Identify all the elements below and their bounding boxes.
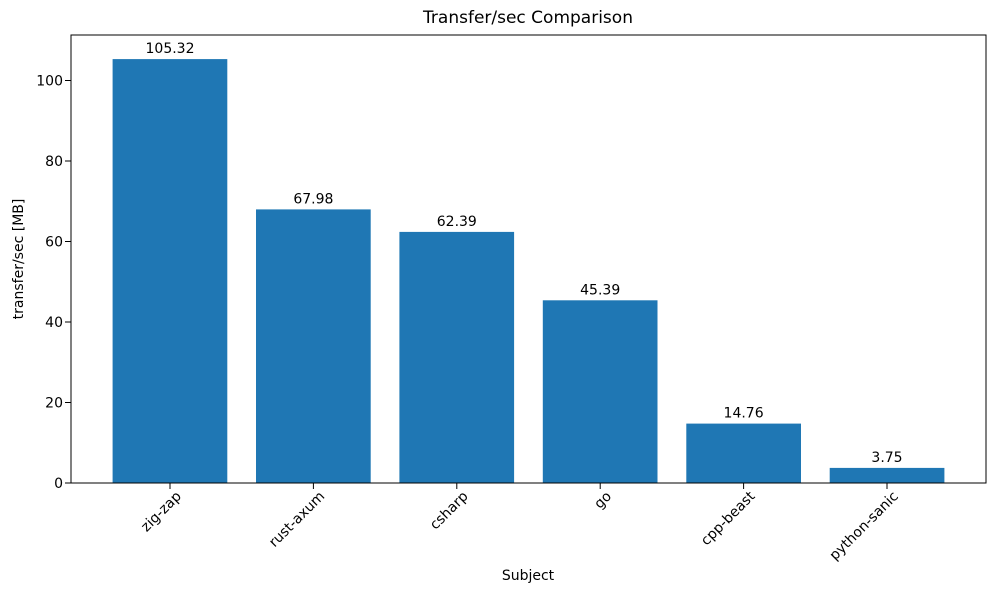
- bar-value-label: 45.39: [580, 282, 620, 298]
- x-tick-label: csharp: [427, 488, 472, 533]
- bar-value-label: 67.98: [293, 191, 333, 207]
- x-tick-label: rust-axum: [266, 489, 328, 551]
- bar-value-label: 14.76: [724, 406, 764, 422]
- y-tick-label: 20: [45, 396, 63, 412]
- x-tick-label: python-sanic: [827, 489, 902, 564]
- x-tick-label: cpp-beast: [698, 488, 759, 549]
- y-tick-label: 80: [45, 154, 63, 170]
- y-tick-label: 100: [36, 74, 63, 90]
- bar-go: [542, 300, 658, 483]
- x-tick-label: zig-zap: [138, 488, 185, 535]
- chart-title: Transfer/sec Comparison: [422, 8, 633, 28]
- y-tick-label: 60: [45, 235, 63, 251]
- bar-value-label: 105.32: [146, 41, 195, 57]
- bar-python-sanic: [829, 467, 945, 483]
- y-axis-label: transfer/sec [MB]: [11, 199, 27, 320]
- bar-csharp: [399, 231, 515, 483]
- bar-rust-axum: [256, 209, 371, 483]
- x-tick-label: go: [591, 489, 615, 513]
- plot-area: 105.32 67.98 62.39 45.39 14.76 3.75 0 20 40 60 80 1…: [36, 34, 987, 564]
- bar-value-label: 3.75: [871, 450, 902, 466]
- bar-zig-zap: [112, 59, 228, 483]
- x-axis-label: Subject: [502, 568, 555, 584]
- y-tick-label: 40: [45, 315, 63, 331]
- bar-cpp-beast: [686, 423, 801, 483]
- y-tick-label: 0: [54, 476, 63, 492]
- bar-value-label: 62.39: [437, 214, 477, 230]
- axes-spines: [70, 34, 987, 484]
